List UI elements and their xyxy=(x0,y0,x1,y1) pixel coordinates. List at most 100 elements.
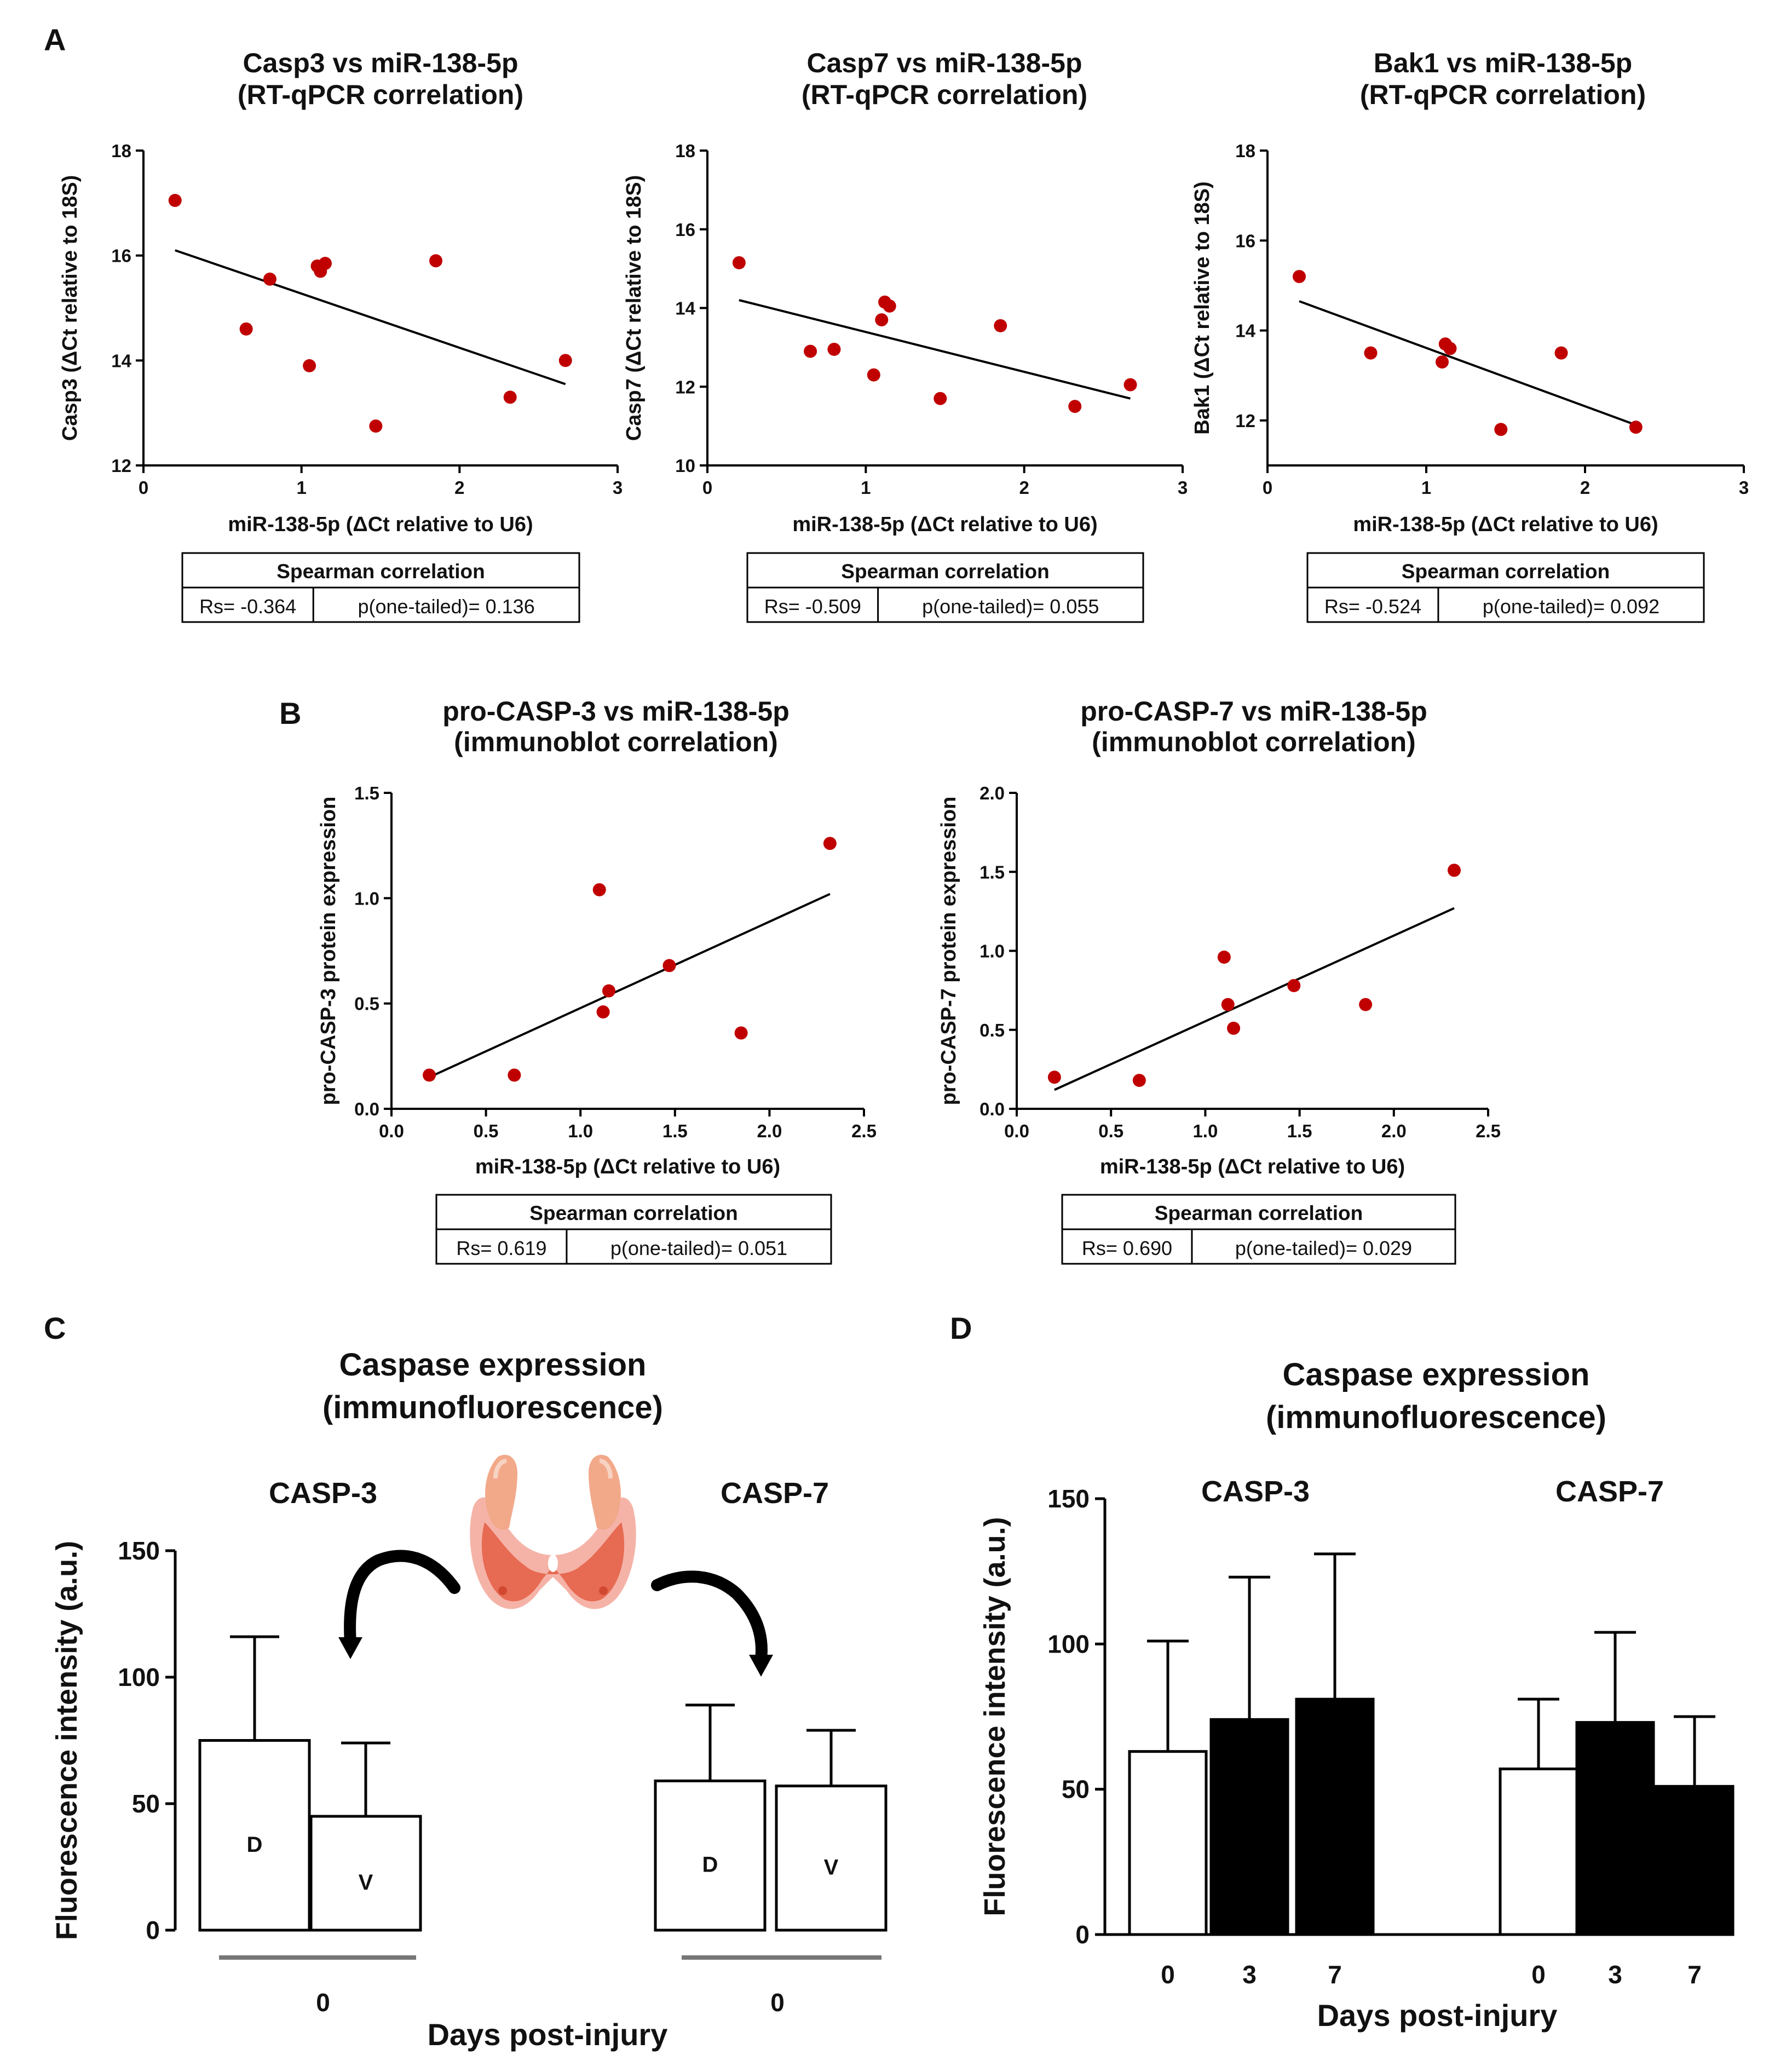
x-axis-label: Days post-injury xyxy=(1317,1998,1558,2033)
group-label: CASP-7 xyxy=(1555,1475,1664,1508)
bar xyxy=(1209,1718,1289,1936)
x-tick-label: 7 xyxy=(1687,1960,1702,1989)
y-tick-label: 100 xyxy=(118,1663,160,1691)
y-tick-label: 2.0 xyxy=(979,783,1005,803)
data-point xyxy=(1293,270,1306,283)
day-label: 0 xyxy=(770,1988,785,2017)
y-tick-label: 1.5 xyxy=(979,862,1005,882)
bar xyxy=(1655,1785,1735,1936)
bar-label: V xyxy=(824,1855,839,1879)
y-tick-label: 18 xyxy=(111,141,131,161)
x-tick-label: 2.5 xyxy=(851,1121,877,1141)
data-point xyxy=(662,959,676,972)
bar xyxy=(1128,1750,1208,1936)
x-tick-label: 7 xyxy=(1328,1960,1342,1989)
data-point xyxy=(1132,1074,1146,1087)
group-label: CASP-3 xyxy=(1201,1475,1310,1508)
x-tick-label: 0.0 xyxy=(379,1121,404,1141)
table-header: Spearman correlation xyxy=(276,560,485,583)
rs-value: Rs= -0.524 xyxy=(1324,595,1421,618)
x-axis-label: Days post-injury xyxy=(428,2017,668,2052)
bar xyxy=(198,1739,311,1932)
chart-title: Caspase expression xyxy=(1283,1357,1590,1392)
rs-value: Rs= -0.509 xyxy=(764,595,861,618)
data-point xyxy=(423,1068,436,1082)
data-point xyxy=(823,837,837,850)
y-axis-label: pro-CASP-7 protein expression xyxy=(937,797,960,1106)
chart-title: Casp3 vs miR-138-5p xyxy=(243,48,518,78)
data-point xyxy=(1047,1070,1061,1084)
chart-subtitle: (RT-qPCR correlation) xyxy=(1360,79,1646,110)
data-point xyxy=(602,984,615,998)
y-tick-label: 50 xyxy=(1062,1775,1090,1804)
y-tick-label: 12 xyxy=(111,456,131,476)
y-tick-label: 1.0 xyxy=(979,941,1005,962)
x-tick-label: 2 xyxy=(1580,477,1590,498)
bar-label: D xyxy=(247,1833,263,1857)
data-point xyxy=(503,390,517,404)
x-tick-label: 0.5 xyxy=(474,1121,499,1141)
regression-line xyxy=(739,299,1131,400)
x-tick-label: 2.0 xyxy=(757,1121,782,1141)
rs-value: Rs= 0.619 xyxy=(456,1237,546,1259)
y-tick-label: 12 xyxy=(1235,411,1255,431)
regression-line xyxy=(1299,300,1637,426)
day-label: 0 xyxy=(316,1988,330,2017)
y-tick-label: 150 xyxy=(118,1536,160,1565)
data-point xyxy=(1221,998,1235,1011)
y-tick-label: 0.0 xyxy=(979,1099,1005,1119)
data-point xyxy=(318,257,332,270)
data-point xyxy=(1123,378,1137,392)
chart-title: pro-CASP-7 vs miR-138-5p xyxy=(1080,696,1427,727)
x-tick-label: 3 xyxy=(1739,477,1749,498)
y-tick-label: 12 xyxy=(675,377,695,397)
chart-title: pro-CASP-3 vs miR-138-5p xyxy=(442,696,790,727)
x-tick-label: 0 xyxy=(1161,1960,1175,1989)
panel-letter-a: A xyxy=(44,22,66,57)
data-point xyxy=(867,368,880,382)
x-tick-label: 1.0 xyxy=(1192,1121,1218,1141)
x-tick-label: 1.5 xyxy=(662,1121,688,1141)
scatter-chart-a1: Casp3 vs miR-138-5p(RT-qPCR correlation)… xyxy=(59,48,623,623)
y-tick-label: 0 xyxy=(1075,1920,1090,1949)
spearman-table: Spearman correlation Rs= 0.619 p(one-taile… xyxy=(435,1194,832,1265)
data-point xyxy=(1217,951,1231,964)
panel-letter-b: B xyxy=(279,696,301,730)
x-tick-label: 3 xyxy=(1608,1960,1622,1989)
y-tick-label: 1.5 xyxy=(354,783,379,803)
bar xyxy=(1499,1768,1578,1936)
data-point xyxy=(263,272,276,286)
y-tick-label: 0 xyxy=(146,1916,160,1944)
y-tick-label: 0.5 xyxy=(354,994,379,1014)
bar-chart-c: Caspase expression (immunofluorescence) 0 5… xyxy=(50,1347,888,2052)
y-tick-label: 0.0 xyxy=(354,1099,379,1119)
chart-subtitle: (immunofluorescence) xyxy=(322,1390,663,1425)
x-tick-label: 1 xyxy=(296,477,306,498)
data-point xyxy=(732,256,746,269)
data-point xyxy=(734,1026,748,1040)
bar-label: V xyxy=(359,1870,373,1895)
rs-value: Rs= 0.690 xyxy=(1082,1237,1172,1259)
x-tick-label: 0 xyxy=(1531,1960,1546,1989)
data-point xyxy=(883,299,896,313)
y-tick-label: 10 xyxy=(675,456,695,476)
chart-title: Casp7 vs miR-138-5p xyxy=(806,48,1082,78)
table-header: Spearman correlation xyxy=(1402,560,1610,583)
regression-line xyxy=(175,249,566,385)
y-axis-label: Bak1 (ΔCt relative to 18S) xyxy=(1191,181,1214,434)
bar-label: D xyxy=(702,1853,718,1877)
spinal-cord-illustration xyxy=(470,1454,636,1609)
chart-subtitle: (immunoblot correlation) xyxy=(1092,727,1416,757)
panel-letter-d: D xyxy=(950,1311,972,1345)
x-tick-label: 3 xyxy=(613,477,623,498)
bar xyxy=(1295,1697,1375,1936)
y-tick-label: 1.0 xyxy=(354,888,379,908)
x-axis-label: miR-138-5p (ΔCt relative to U6) xyxy=(1353,513,1658,536)
chart-title: Caspase expression xyxy=(339,1347,647,1383)
p-value: p(one-tailed)= 0.136 xyxy=(358,595,535,618)
data-point xyxy=(558,354,572,367)
bar xyxy=(1575,1721,1655,1936)
data-point xyxy=(508,1068,521,1082)
chart-subtitle: (immunoblot correlation) xyxy=(454,727,778,757)
